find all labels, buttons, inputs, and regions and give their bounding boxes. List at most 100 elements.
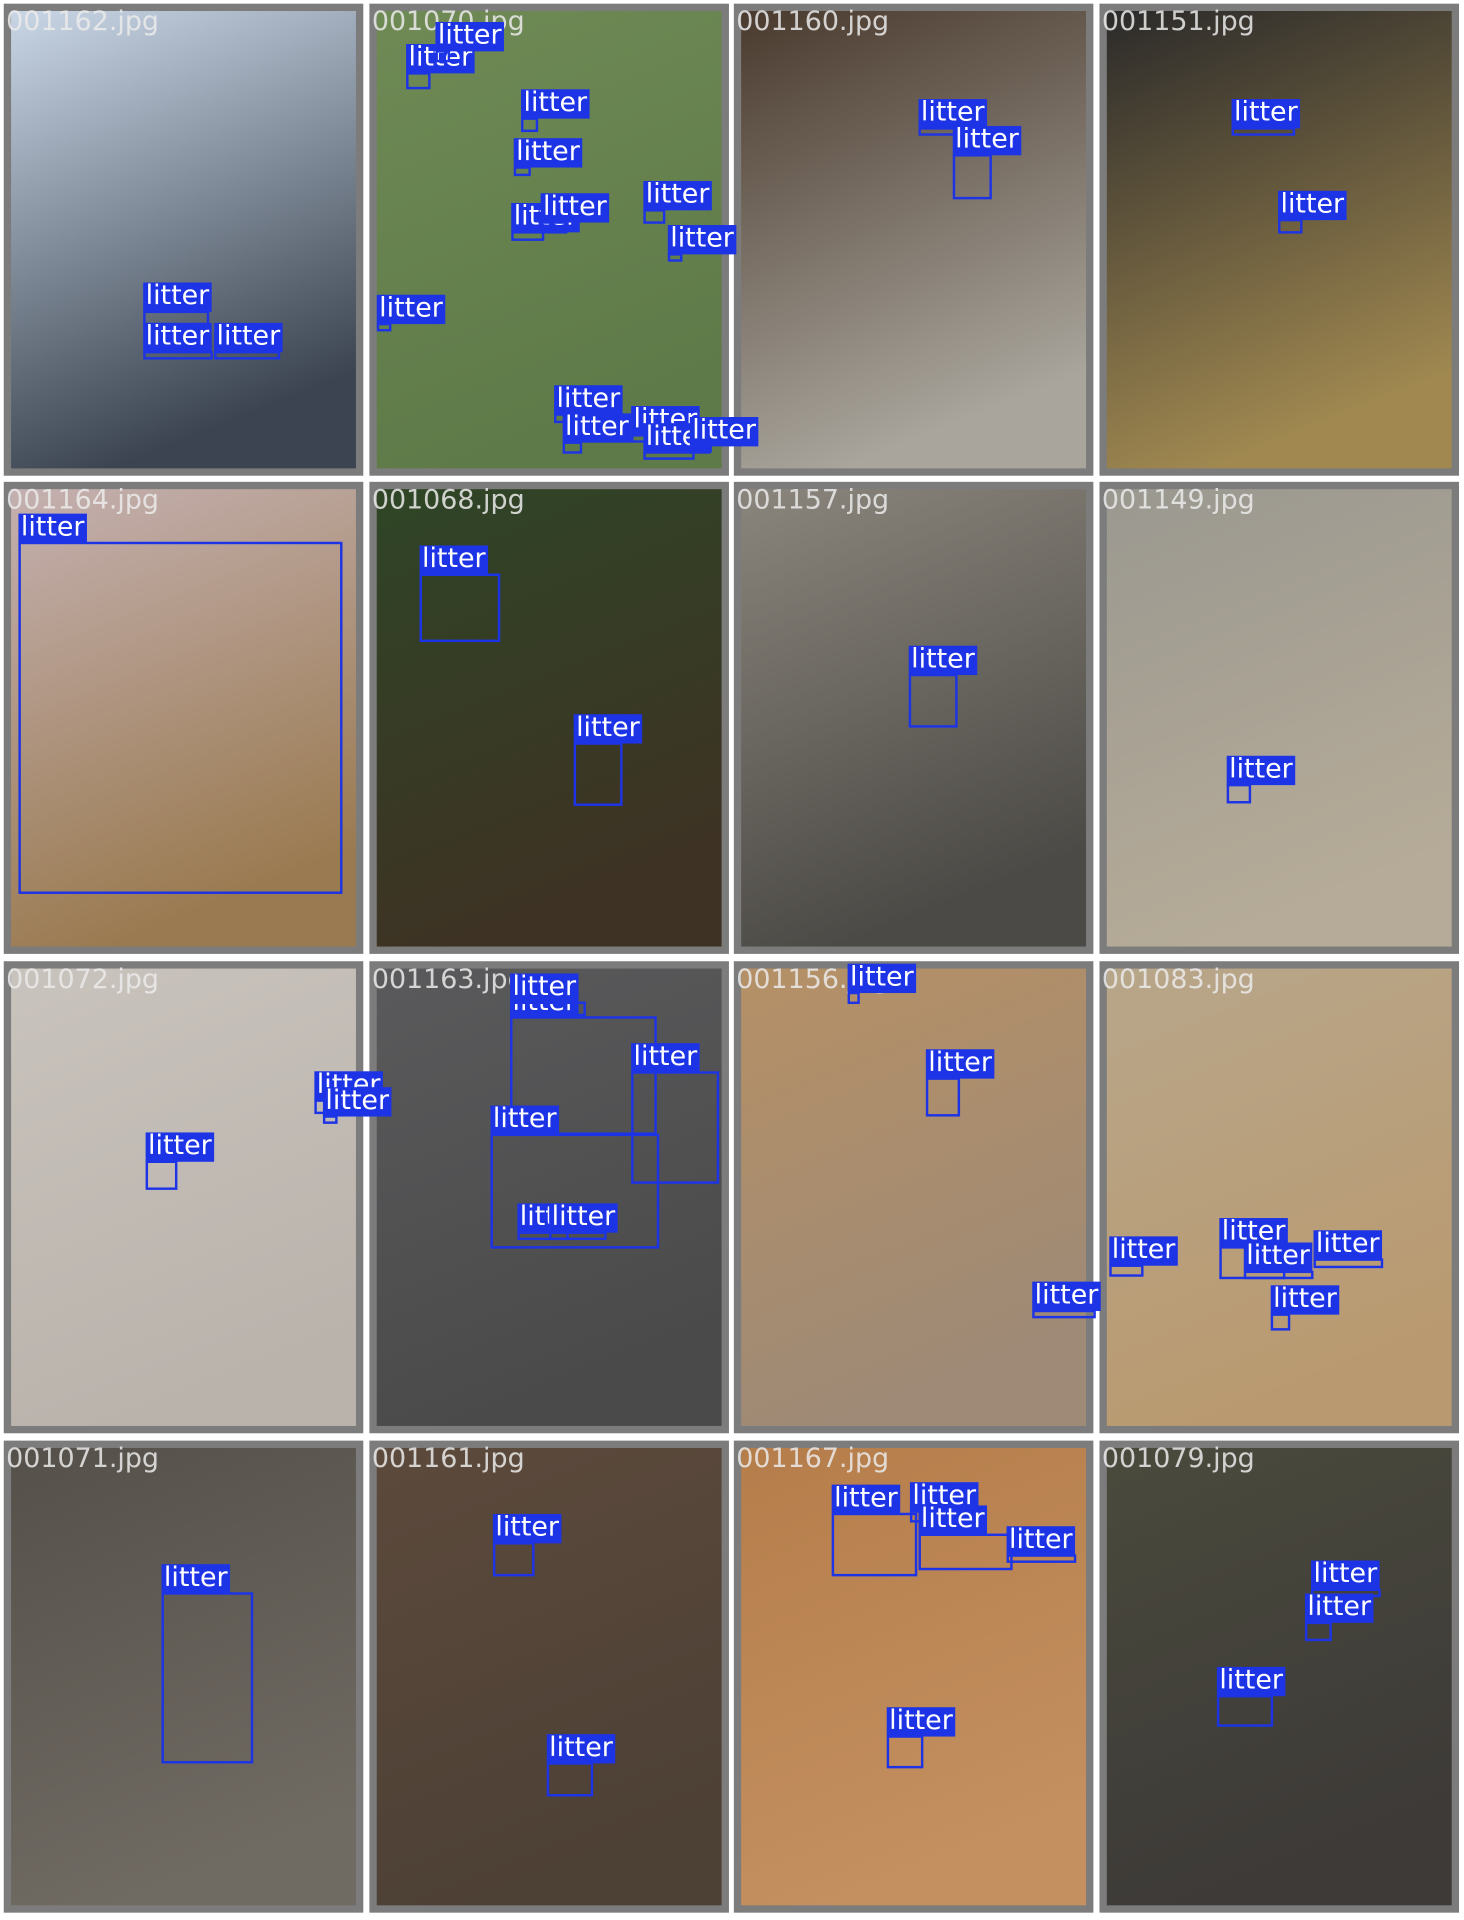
image-tile: 001151.jpg xyxy=(1099,3,1460,476)
box-label: litter xyxy=(889,1705,954,1736)
label-background xyxy=(376,294,446,325)
filename: 001072.jpg xyxy=(6,964,159,995)
photo xyxy=(1106,968,1452,1426)
box-label: litter xyxy=(955,124,1020,155)
box-label: litter xyxy=(422,543,487,574)
bounding-box xyxy=(490,1133,660,1249)
image-tile: 001163.jpg xyxy=(369,961,729,1434)
label-background xyxy=(1109,1236,1178,1266)
photo xyxy=(11,1447,356,1906)
label-background xyxy=(322,1087,392,1117)
label-background xyxy=(573,714,643,744)
box-label: litter xyxy=(1280,188,1345,219)
photo xyxy=(1106,489,1452,947)
label-background xyxy=(1278,190,1347,221)
bounding-box xyxy=(419,573,501,643)
label-background xyxy=(145,1132,215,1162)
image-tile: 001072.jpg xyxy=(3,961,364,1434)
label-background xyxy=(918,1505,988,1535)
box-label: litter xyxy=(379,292,444,323)
label-background xyxy=(143,282,212,312)
photo xyxy=(1106,11,1452,469)
photo xyxy=(376,11,722,469)
box-label: litter xyxy=(565,411,630,442)
image-tile: 001157.jpg xyxy=(733,481,1094,954)
box-label: litter xyxy=(512,971,577,1002)
photo xyxy=(741,489,1087,947)
box-label: litter xyxy=(670,223,735,254)
filename: 001160.jpg xyxy=(736,6,889,37)
label-background xyxy=(886,1707,956,1737)
box-label: litter xyxy=(1273,1283,1338,1314)
box-label: litter xyxy=(217,321,282,352)
bounding-box xyxy=(510,1016,657,1135)
image-tile: 001079.jpg xyxy=(1099,1440,1460,1913)
label-background xyxy=(1226,755,1296,786)
box-label: litter xyxy=(850,961,915,992)
photo xyxy=(11,11,356,469)
label-background xyxy=(1313,1230,1383,1260)
box-label: litter xyxy=(692,415,757,446)
box-label: litter xyxy=(495,1512,560,1543)
box-label: litter xyxy=(921,97,986,128)
box-label: litter xyxy=(911,643,976,674)
box-label: litter xyxy=(576,712,641,743)
label-background xyxy=(847,963,917,994)
label-background xyxy=(1243,1242,1313,1272)
box-label: litter xyxy=(1222,1216,1287,1247)
label-background xyxy=(492,1513,562,1544)
label-background xyxy=(161,1564,231,1594)
photo xyxy=(741,11,1087,469)
box-label: litter xyxy=(325,1085,390,1116)
box-label: litter xyxy=(1009,1524,1074,1555)
box-label: litter xyxy=(1112,1234,1177,1265)
filename: 001167.jpg xyxy=(736,1443,889,1474)
label-background xyxy=(549,1203,618,1233)
filename: 001149.jpg xyxy=(1102,484,1255,515)
filename: 001071.jpg xyxy=(6,1443,159,1474)
box-label: litter xyxy=(1234,97,1299,128)
photo xyxy=(741,1447,1087,1906)
label-background xyxy=(1216,1666,1286,1697)
label-background xyxy=(419,545,489,575)
label-background xyxy=(546,1734,616,1764)
box-label: litter xyxy=(1314,1558,1379,1589)
label-background xyxy=(952,125,1022,156)
label-background xyxy=(918,99,988,129)
box-label: litter xyxy=(549,1732,614,1763)
label-background xyxy=(521,89,590,119)
box-label: litter xyxy=(1316,1228,1381,1259)
filename: 001068.jpg xyxy=(372,484,525,515)
filename: 001163.jpg xyxy=(372,964,525,995)
label-background xyxy=(1270,1285,1340,1315)
box-label: litter xyxy=(921,1503,986,1534)
label-background xyxy=(689,417,759,447)
photo xyxy=(11,968,356,1426)
label-background xyxy=(513,138,583,168)
photo xyxy=(741,968,1087,1426)
box-label: litter xyxy=(523,87,588,118)
box-label: litter xyxy=(557,383,622,414)
box-label: litter xyxy=(146,321,211,352)
box-label: litter xyxy=(928,1047,993,1078)
image-tile: 001162.jpg xyxy=(3,3,364,476)
label-background xyxy=(18,513,87,543)
filename: 001162.jpg xyxy=(6,6,159,37)
image-tile: 001160.jpg xyxy=(733,3,1094,476)
label-background xyxy=(1311,1560,1380,1590)
box-label: litter xyxy=(164,1562,229,1593)
label-background xyxy=(1231,99,1301,129)
box-label: litter xyxy=(21,511,86,542)
label-background xyxy=(214,322,283,353)
image-tile: 001156.jpg xyxy=(733,961,1094,1434)
box-label: litter xyxy=(543,191,608,222)
label-background xyxy=(1032,1281,1101,1311)
box-label: litter xyxy=(1307,1591,1372,1622)
label-background xyxy=(554,385,623,415)
box-label: litter xyxy=(146,280,211,311)
label-background xyxy=(831,1484,901,1514)
bounding-box xyxy=(18,541,343,894)
image-tile: 001083.jpg xyxy=(1099,961,1460,1434)
